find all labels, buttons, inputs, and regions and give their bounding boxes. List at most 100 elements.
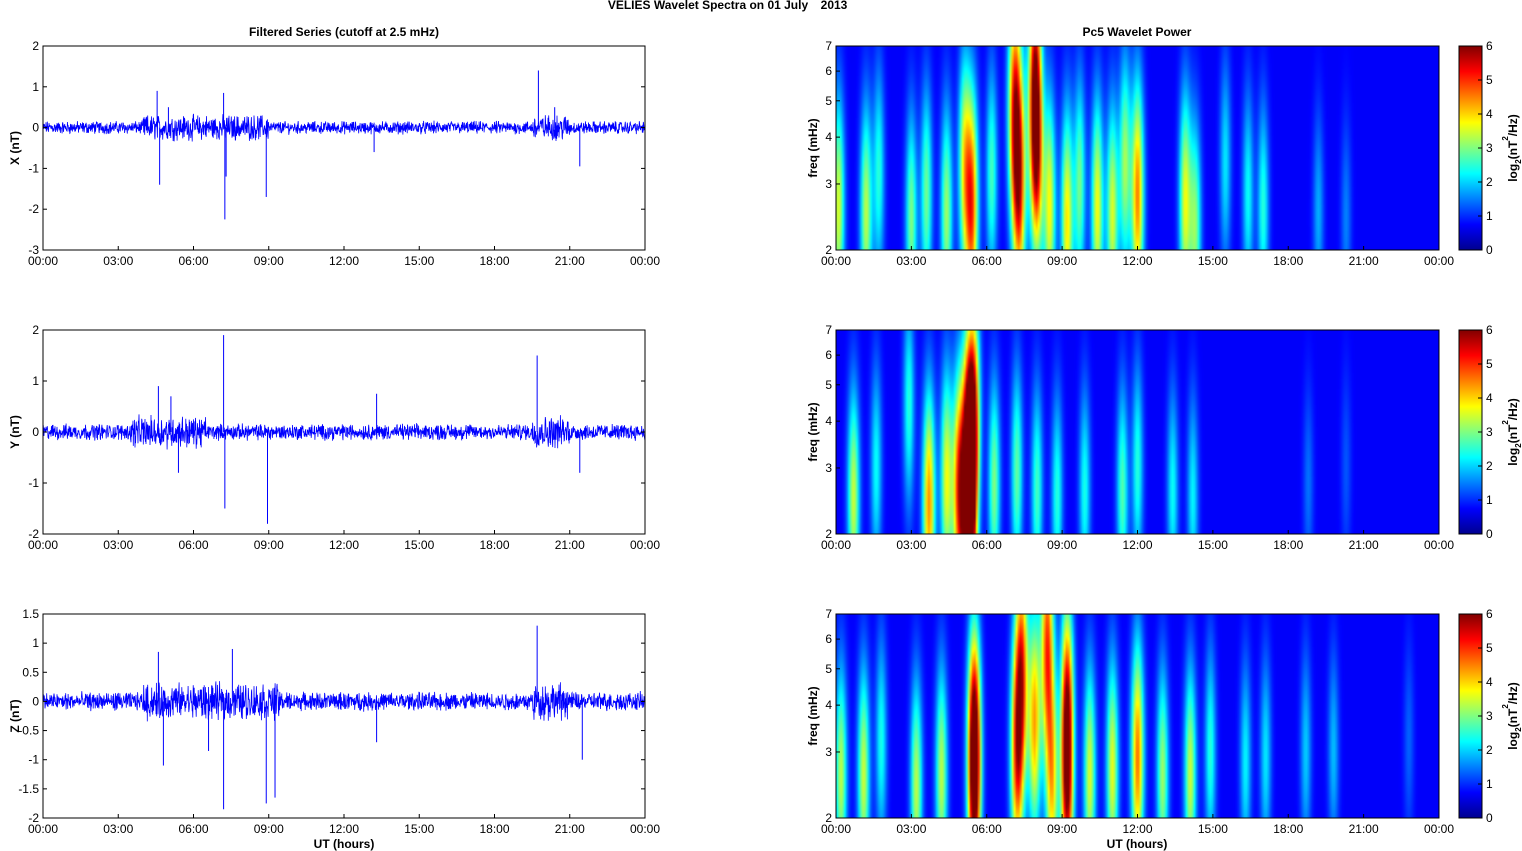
wavelet-time-tick-label: 09:00 xyxy=(1047,254,1077,268)
y-tick-label: -0.5 xyxy=(18,724,39,738)
series-time-tick-label: 03:00 xyxy=(103,538,133,552)
wavelet-time-tick-label: 21:00 xyxy=(1349,254,1379,268)
freq-tick-label: 6 xyxy=(825,64,832,78)
colorbar-label: log2(nT2/Hz) xyxy=(1501,398,1522,466)
y-tick-label: 0.5 xyxy=(22,665,39,679)
series-ylabel: Y (nT) xyxy=(8,415,22,449)
series-time-tick-label: 12:00 xyxy=(329,254,359,268)
colorbar-tick-label: 3 xyxy=(1486,425,1493,439)
series-time-tick-label: 12:00 xyxy=(329,538,359,552)
colorbar-tick-label: 5 xyxy=(1486,357,1493,371)
series-trace-y xyxy=(42,414,646,450)
wavelet-time-tick-label: 12:00 xyxy=(1122,822,1152,836)
y-tick-label: 0 xyxy=(32,425,39,439)
freq-tick-label: 4 xyxy=(825,698,832,712)
series-time-tick-label: 09:00 xyxy=(254,254,284,268)
colorbar-tick-label: 5 xyxy=(1486,641,1493,655)
wavelet-time-tick-label: 00:00 xyxy=(1424,822,1454,836)
wavelet-time-tick-label: 06:00 xyxy=(972,254,1002,268)
freq-tick-label: 7 xyxy=(825,607,832,621)
colorbar-tick-label: 6 xyxy=(1486,323,1493,337)
wavelet-time-tick-label: 03:00 xyxy=(896,822,926,836)
series-time-tick-label: 00:00 xyxy=(630,538,660,552)
series-time-tick-label: 18:00 xyxy=(479,254,509,268)
colorbar-tick-label: 3 xyxy=(1486,141,1493,155)
colorbar-tick-label: 1 xyxy=(1486,777,1493,791)
y-tick-label: 1 xyxy=(32,80,39,94)
wavelet-time-tick-label: 03:00 xyxy=(896,538,926,552)
colorbar-tick-label: 1 xyxy=(1486,493,1493,507)
y-tick-label: -2 xyxy=(28,202,39,216)
wavelet-time-tick-label: 18:00 xyxy=(1273,822,1303,836)
colorbar-tick-label: 1 xyxy=(1486,209,1493,223)
y-tick-label: 0 xyxy=(32,121,39,135)
colorbar-tick-label: 6 xyxy=(1486,607,1493,621)
series-panel-x: -3 -2 -1 0 1 2 X (nT) 00:00 03:00 06:00 09:00 12:00… xyxy=(8,39,660,268)
series-time-tick-label: 12:00 xyxy=(329,822,359,836)
left-xlabel: UT (hours) xyxy=(314,837,375,851)
series-time-tick-label: 09:00 xyxy=(254,538,284,552)
colorbar-tick-label: 6 xyxy=(1486,39,1493,53)
freq-tick-label: 2 xyxy=(825,527,832,541)
series-time-tick-label: 18:00 xyxy=(479,822,509,836)
series-ylabel: X (nT) xyxy=(8,131,22,165)
freq-tick-label: 7 xyxy=(825,39,832,53)
colorbar-tick-label: 0 xyxy=(1486,811,1493,825)
colorbar-label: log2(nT2/Hz) xyxy=(1501,682,1522,750)
series-panel-y: -2 -1 0 1 2 Y (nT) 00:00 03:00 06:00 09:00 12:00 15… xyxy=(8,323,660,552)
y-tick-label: -2 xyxy=(28,527,39,541)
colorbar-tick-label: 4 xyxy=(1486,107,1493,121)
series-time-tick-label: 00:00 xyxy=(28,538,58,552)
freq-tick-label: 2 xyxy=(825,243,832,257)
freq-ylabel: freq (mHz) xyxy=(806,402,820,461)
y-tick-label: 1.5 xyxy=(22,607,39,621)
series-time-tick-label: 06:00 xyxy=(178,254,208,268)
wavelet-time-tick-label: 06:00 xyxy=(972,822,1002,836)
series-time-tick-label: 21:00 xyxy=(555,538,585,552)
wavelet-time-tick-label: 15:00 xyxy=(1198,538,1228,552)
wavelet-panel-y: 2 3 4 5 6 7 freq (mHz) 00:00 03:00 06:00 09:00 12:0… xyxy=(806,323,1522,552)
series-time-tick-label: 18:00 xyxy=(479,538,509,552)
wavelet-panel-x: 2 3 4 5 6 7 freq (mHz) 00:00 03:00 06:00 09:00 12:0… xyxy=(806,39,1522,268)
series-time-tick-label: 09:00 xyxy=(254,822,284,836)
wavelet-time-tick-label: 18:00 xyxy=(1273,538,1303,552)
wavelet-panel-z: 2 3 4 5 6 7 freq (mHz) 00:00 03:00 06:00 09:00 12:0… xyxy=(806,607,1522,836)
series-time-tick-label: 00:00 xyxy=(28,822,58,836)
series-time-tick-label: 00:00 xyxy=(630,254,660,268)
y-tick-label: 1 xyxy=(32,374,39,388)
left-column-title: Filtered Series (cutoff at 2.5 mHz) xyxy=(249,25,439,39)
figure-title: VELIES Wavelet Spectra on 01 July xyxy=(608,0,809,12)
series-time-tick-label: 21:00 xyxy=(555,822,585,836)
wavelet-time-tick-label: 00:00 xyxy=(821,254,851,268)
y-tick-label: -2 xyxy=(28,811,39,825)
series-time-tick-label: 15:00 xyxy=(404,822,434,836)
wavelet-power-map xyxy=(836,614,1439,818)
right-column-title: Pc5 Wavelet Power xyxy=(1083,25,1192,39)
series-ylabel: Z (nT) xyxy=(8,699,22,732)
colorbar-tick-label: 5 xyxy=(1486,73,1493,87)
colorbar-tick-label: 4 xyxy=(1486,675,1493,689)
colorbar-tick-label: 2 xyxy=(1486,175,1493,189)
series-time-tick-label: 03:00 xyxy=(103,254,133,268)
wavelet-power-map xyxy=(836,330,1439,534)
freq-tick-label: 7 xyxy=(825,323,832,337)
wavelet-time-tick-label: 21:00 xyxy=(1349,538,1379,552)
freq-tick-label: 5 xyxy=(825,662,832,676)
freq-tick-label: 6 xyxy=(825,632,832,646)
wavelet-time-tick-label: 21:00 xyxy=(1349,822,1379,836)
wavelet-time-tick-label: 06:00 xyxy=(972,538,1002,552)
right-xlabel: UT (hours) xyxy=(1107,837,1168,851)
freq-tick-label: 3 xyxy=(825,461,832,475)
colorbar-tick-label: 2 xyxy=(1486,743,1493,757)
wavelet-time-tick-label: 12:00 xyxy=(1122,538,1152,552)
series-time-tick-label: 00:00 xyxy=(28,254,58,268)
wavelet-time-tick-label: 00:00 xyxy=(1424,254,1454,268)
series-trace-z xyxy=(42,681,646,722)
series-time-tick-label: 06:00 xyxy=(178,538,208,552)
wavelet-time-tick-label: 09:00 xyxy=(1047,538,1077,552)
freq-tick-label: 4 xyxy=(825,414,832,428)
wavelet-time-tick-label: 03:00 xyxy=(896,254,926,268)
freq-tick-label: 5 xyxy=(825,378,832,392)
wavelet-time-tick-label: 18:00 xyxy=(1273,254,1303,268)
